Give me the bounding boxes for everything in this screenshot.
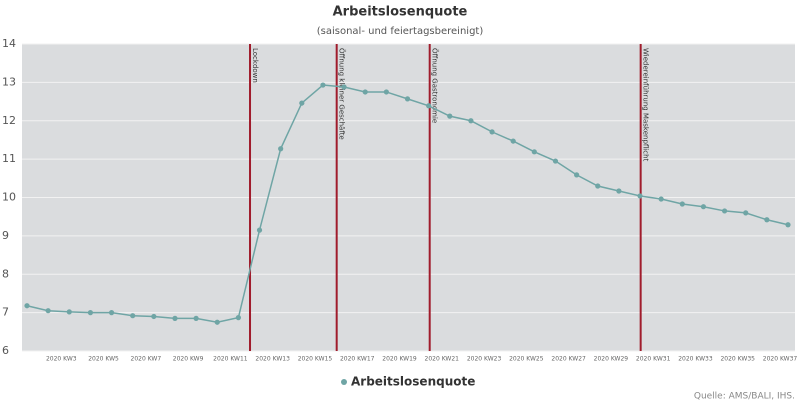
point — [130, 313, 136, 319]
x-tick-label: 2020 KW5 — [88, 356, 119, 363]
x-tick-label: 2020 KW35 — [720, 356, 755, 363]
point — [658, 196, 664, 202]
x-tick-label: 2020 KW15 — [298, 356, 333, 363]
point — [151, 313, 157, 320]
point — [552, 158, 559, 164]
source: Quelle: AMS/BALI, IHS. — [694, 392, 795, 402]
chart-title: Arbeitslosenquote — [333, 5, 468, 20]
point — [468, 118, 474, 124]
x-tick-label: 2020 KW9 — [173, 356, 204, 363]
x-tick-label: 2020 KW7 — [131, 356, 162, 363]
point — [531, 149, 537, 155]
y-tick-label: 14 — [2, 37, 16, 50]
x-tick-label: 2020 KW31 — [636, 356, 671, 363]
point — [193, 315, 199, 321]
point — [426, 103, 432, 109]
y-tick-label: 12 — [2, 114, 16, 127]
chart-subtitle: (saisonal- und feiertagsbereinigt) — [317, 26, 484, 37]
y-tick-label: 9 — [2, 229, 9, 242]
x-tick-label: 2020 KW21 — [425, 356, 460, 363]
point — [299, 100, 305, 106]
point — [341, 84, 347, 90]
x-tick-label: 2020 KW29 — [594, 356, 629, 363]
point — [214, 319, 220, 325]
point — [764, 217, 770, 223]
point — [447, 113, 453, 119]
point — [256, 227, 263, 233]
point — [743, 210, 749, 216]
y-tick-label: 8 — [2, 267, 9, 280]
x-tick-label: 2020 KW37 — [763, 356, 798, 363]
point — [574, 172, 580, 178]
point — [383, 89, 389, 95]
y-tick-label: 7 — [2, 306, 9, 319]
point — [45, 308, 51, 314]
point — [595, 183, 601, 189]
x-tick-label: 2020 KW27 — [551, 356, 586, 363]
point — [172, 315, 178, 321]
x-tick-label: 2020 KW33 — [678, 356, 713, 363]
y-tick-label: 10 — [2, 191, 16, 204]
x-tick-label: 2020 KW25 — [509, 356, 544, 363]
point — [510, 138, 516, 144]
x-tick-label: 2020 KW19 — [382, 356, 417, 363]
x-tick-label: 2020 KW17 — [340, 356, 375, 363]
point — [616, 188, 622, 194]
point — [108, 310, 115, 316]
x-tick-label: 2020 KW23 — [467, 356, 502, 363]
point — [700, 204, 707, 210]
point — [24, 303, 30, 309]
point — [66, 309, 72, 315]
point — [362, 89, 368, 95]
point — [721, 208, 728, 214]
y-tick-label: 11 — [2, 152, 16, 165]
x-tick-label: 2020 KW3 — [46, 356, 77, 363]
y-tick-label: 6 — [2, 344, 9, 357]
annotation-label: Lockdown — [251, 48, 259, 83]
point — [637, 193, 643, 199]
point — [235, 315, 241, 321]
point — [87, 310, 94, 316]
point — [679, 201, 685, 207]
annotation-label: Öffnung kleiner Geschäfte — [338, 48, 347, 140]
point — [320, 82, 326, 88]
point — [404, 96, 411, 102]
point — [278, 146, 284, 152]
annotation-label: Wiedereinführung Maskenpflicht — [642, 48, 650, 162]
x-tick-label: 2020 KW13 — [255, 356, 290, 363]
point — [785, 222, 791, 228]
annotation-label: Öffnung Gastronomie — [431, 48, 440, 123]
legend-label: Arbeitslosenquote — [351, 375, 475, 389]
y-tick-label: 13 — [2, 75, 16, 88]
legend-marker — [341, 379, 347, 385]
x-tick-label: 2020 KW11 — [213, 356, 248, 363]
point — [489, 129, 495, 135]
